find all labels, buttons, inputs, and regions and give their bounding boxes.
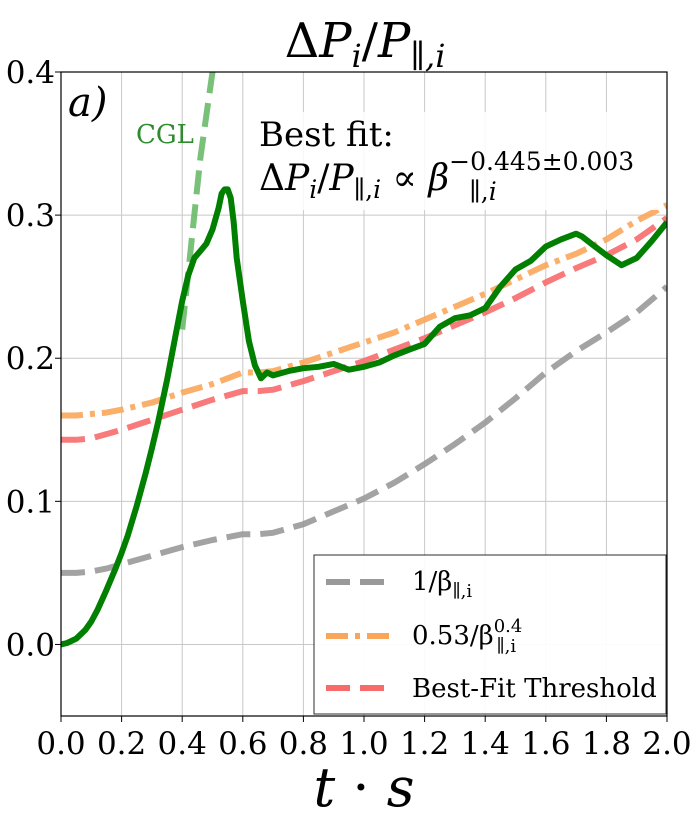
x-tick-label: 1.2	[400, 726, 449, 762]
x-tick-label: 0.4	[158, 726, 207, 762]
y-tick-label: 0.1	[6, 484, 55, 520]
legend-label-best-fit: Best-Fit Threshold	[412, 674, 657, 704]
x-tick-label: 0.2	[97, 726, 146, 762]
series-line-0-53-i-0-4	[61, 202, 667, 419]
legend: 1/β∥,i 0.53/β0.4 ∥,i Best-Fit Threshold	[313, 554, 667, 715]
cgl-label: CGL	[136, 120, 194, 150]
x-tick-label: 1.8	[582, 726, 631, 762]
x-tick-label: 1.4	[461, 726, 510, 762]
x-tick-label: 1.6	[521, 726, 570, 762]
legend-label-power-law: 0.53/β0.4 ∥,i	[412, 616, 522, 657]
x-tick-labels: 0.0 0.2 0.4 0.6 0.8 1.0 1.2 1.4 1.6 1.8 2.0	[36, 726, 691, 762]
chart-title: ΔPi/P∥,i	[285, 13, 446, 75]
legend-label-inv-beta: 1/β∥,i	[412, 567, 472, 602]
x-tick-label: 0.8	[279, 726, 328, 762]
x-tick-label: 0.6	[218, 726, 267, 762]
x-axis-label: t · s	[314, 756, 415, 819]
fit-exponent: −0.445±0.003	[449, 147, 634, 176]
y-tick-label: 0.3	[6, 198, 55, 234]
x-tick-label: 1.0	[339, 726, 388, 762]
panel-label: a)	[68, 80, 107, 126]
series-line-best-fit-threshold	[61, 215, 667, 443]
plot-frame	[60, 71, 668, 717]
x-tick-label: 2.0	[642, 726, 691, 762]
fit-formula: ΔPi/P∥,i ∝ β−0.445±0.003 ∥,i	[259, 147, 634, 206]
y-tick-label: 0.0	[6, 627, 55, 663]
x-tick-label: 0.0	[36, 726, 85, 762]
y-tick-label: 0.4	[6, 55, 55, 91]
y-tick-label: 0.2	[6, 341, 55, 377]
fit-title: Best fit:	[259, 115, 394, 155]
y-tick-labels: 0.0 0.1 0.2 0.3 0.4	[6, 55, 55, 663]
series-layer	[61, 72, 667, 648]
series-line-simulation	[61, 186, 667, 648]
fit-annotation-bg	[254, 112, 662, 210]
